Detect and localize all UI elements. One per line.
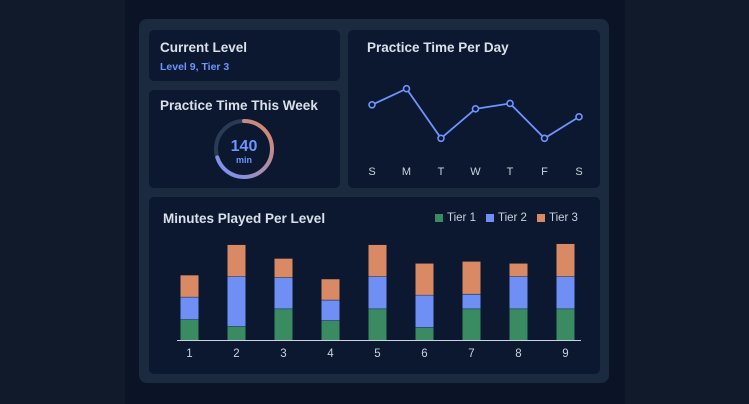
bar-segment-tier1	[509, 308, 528, 340]
line-point	[368, 101, 376, 109]
bar-segment-tier3	[368, 244, 387, 277]
x-tick-label: W	[470, 166, 481, 178]
x-tick-label: 9	[562, 348, 568, 360]
daily-practice-line	[371, 87, 580, 140]
legend-item-tier2: Tier 2	[485, 212, 527, 224]
legend-swatch-tier1	[435, 214, 443, 222]
bar-segment-tier2	[368, 276, 387, 309]
bar-segment-tier3	[321, 279, 340, 300]
weekly-practice-ring: 140 min	[214, 119, 274, 179]
legend-item-tier3: Tier 3	[536, 212, 578, 224]
current-level-value: Level 9, Tier 3	[160, 61, 230, 73]
bar-segment-tier2	[509, 276, 528, 309]
daily-practice-card: Practice Time Per Day S M T W T F S	[348, 30, 600, 188]
weekly-practice-title: Practice Time This Week	[160, 98, 318, 113]
bar-segment-tier1	[415, 327, 434, 340]
x-tick-label: 7	[468, 348, 474, 360]
bar-segment-tier2	[227, 276, 246, 327]
legend-swatch-tier2	[485, 214, 494, 222]
line-point	[471, 105, 480, 113]
bar-segment-tier2	[180, 296, 199, 320]
x-tick-label: 8	[515, 348, 521, 360]
x-tick-label: M	[402, 166, 411, 178]
bar-segment-tier3	[274, 258, 293, 278]
legend-label-tier1: Tier 1	[447, 212, 476, 224]
line-point	[575, 113, 583, 121]
bar-segment-tier3	[227, 244, 246, 277]
weekly-practice-card: Practice Time This Week 140 min	[149, 90, 340, 188]
legend-label-tier2: Tier 2	[497, 212, 527, 224]
bar-segment-tier2	[556, 276, 575, 309]
x-tick-label: T	[507, 166, 514, 178]
bar-segment-tier1	[180, 319, 199, 340]
x-tick-label: 1	[186, 348, 192, 360]
legend-swatch-tier3	[536, 214, 545, 222]
level-minutes-title: Minutes Played Per Level	[163, 211, 326, 226]
line-point	[437, 134, 445, 143]
weekly-practice-value: 140	[231, 138, 258, 155]
x-tick-label: 5	[374, 348, 380, 360]
bar-segment-tier2	[274, 277, 293, 309]
x-tick-label: 6	[421, 348, 427, 360]
bar-segment-tier3	[415, 263, 434, 295]
bar-segment-tier3	[509, 263, 528, 277]
bar-segment-tier1	[227, 326, 246, 340]
bar-segment-tier3	[180, 275, 199, 297]
current-level-title: Current Level	[160, 40, 248, 55]
x-tick-label: T	[438, 166, 445, 178]
daily-practice-title: Practice Time Per Day	[367, 40, 509, 55]
x-tick-label: S	[368, 166, 375, 178]
line-point	[540, 134, 549, 143]
x-tick-label: 2	[233, 348, 239, 360]
bar-segment-tier3	[556, 243, 575, 277]
line-point	[506, 99, 514, 108]
x-tick-label: S	[575, 166, 582, 178]
x-tick-label: 3	[280, 348, 286, 360]
line-point	[402, 84, 411, 93]
bar-segment-tier2	[415, 294, 434, 328]
x-tick-label: F	[541, 166, 548, 178]
bar-segment-tier1	[462, 308, 481, 340]
bar-segment-tier3	[462, 261, 481, 294]
legend-item-tier1: Tier 1	[435, 212, 476, 224]
bar-segment-tier2	[321, 299, 340, 321]
bar-segment-tier1	[321, 320, 340, 340]
bar-segment-tier1	[368, 308, 387, 340]
level-minutes-legend: Tier 1 Tier 2 Tier 3	[425, 212, 578, 224]
bar-segment-tier1	[556, 308, 575, 340]
bar-segment-tier2	[462, 293, 481, 309]
x-tick-label: 4	[327, 348, 334, 360]
bar-segment-tier1	[274, 308, 293, 340]
legend-label-tier3: Tier 3	[548, 212, 578, 224]
weekly-practice-unit: min	[236, 155, 252, 165]
level-minutes-card: Minutes Played Per Level Tier 1 Tier 2 T…	[149, 197, 600, 374]
ring-progress	[214, 119, 274, 179]
level-minutes-bar-chart: 1 2 3 4 5 6 7 8 9	[177, 243, 581, 360]
current-level-card: Current Level Level 9, Tier 3	[149, 30, 340, 81]
